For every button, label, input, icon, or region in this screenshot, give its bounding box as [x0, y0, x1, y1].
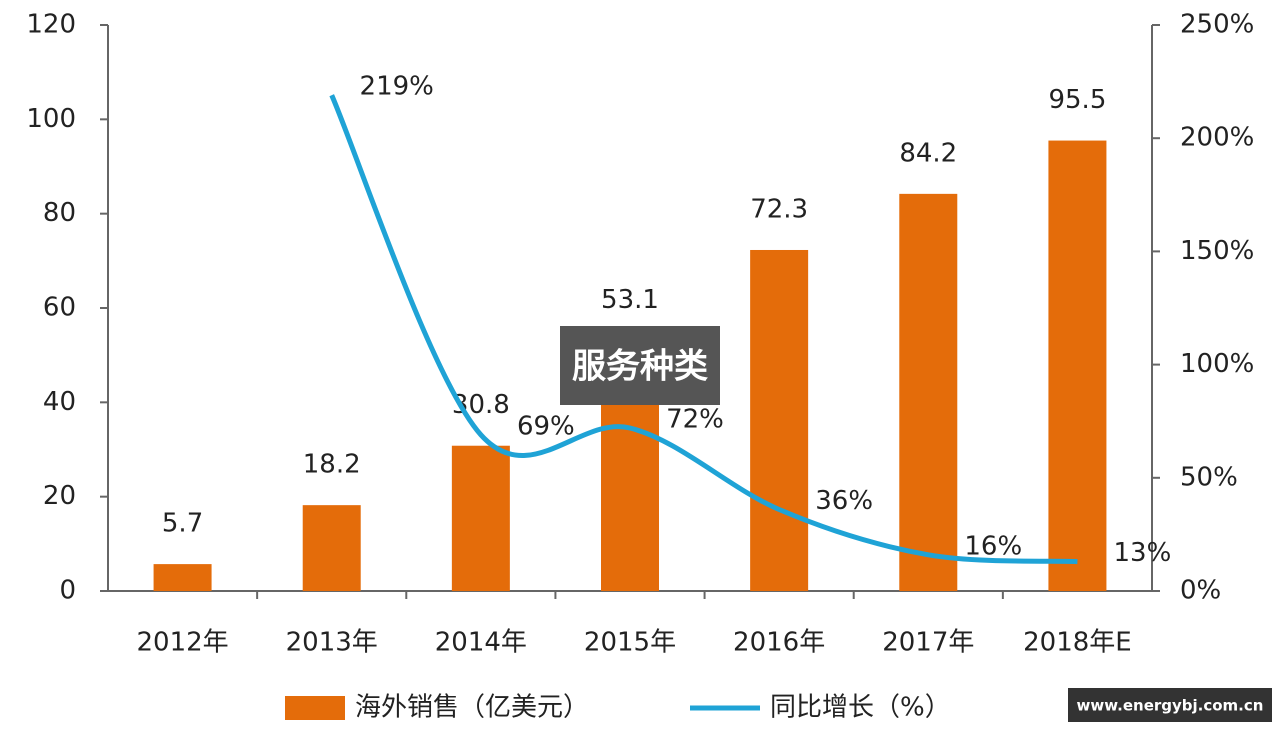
x-tick-label: 2015年 [584, 628, 676, 658]
line-value-label: 219% [360, 72, 434, 102]
legend-swatch [285, 696, 345, 720]
y-tick-label: 40 [43, 387, 76, 417]
y2-tick-label: 250% [1180, 10, 1254, 40]
bar-value-label: 18.2 [303, 450, 361, 480]
bar [1048, 140, 1107, 591]
y-tick-label: 80 [43, 198, 76, 228]
y-tick-label: 20 [43, 481, 76, 511]
x-tick-label: 2012年 [136, 628, 228, 658]
y-tick-label: 0 [59, 576, 76, 606]
line-value-label: 16% [964, 531, 1022, 561]
bar [899, 193, 958, 591]
y-tick-label: 100 [26, 104, 76, 134]
y2-tick-label: 50% [1180, 462, 1238, 492]
line-value-label: 69% [517, 411, 575, 441]
line-value-label: 13% [1114, 538, 1172, 568]
source-label: www.energybj.com.cn [1077, 697, 1264, 715]
y-tick-label: 120 [26, 10, 76, 40]
legend-label: 同比增长（%） [770, 693, 951, 723]
y2-tick-label: 150% [1180, 236, 1254, 266]
bar-value-label: 5.7 [162, 509, 203, 539]
line [329, 94, 1078, 565]
bar-value-label: 72.3 [750, 194, 808, 224]
overlay-label: 服务种类 [572, 347, 708, 387]
bar-value-label: 95.5 [1048, 85, 1106, 115]
legend-label: 海外销售（亿美元） [355, 693, 589, 723]
y2-tick-label: 100% [1180, 349, 1254, 379]
x-tick-label: 2014年 [435, 628, 527, 658]
bar-value-label: 53.1 [601, 285, 659, 315]
bar-value-label: 84.2 [899, 138, 957, 168]
x-tick-label: 2018年E [1023, 628, 1132, 658]
line-value-label: 72% [666, 404, 724, 434]
source-box [1068, 688, 1272, 722]
x-tick-label: 2016年 [733, 628, 825, 658]
bar [153, 564, 212, 591]
bar [451, 445, 510, 591]
bar [750, 249, 809, 592]
y2-tick-label: 0% [1180, 576, 1221, 606]
line-value-label: 36% [815, 486, 873, 516]
bar [302, 505, 361, 591]
overlay-box [560, 326, 720, 405]
y2-tick-label: 200% [1180, 123, 1254, 153]
x-tick-label: 2013年 [286, 628, 378, 658]
x-tick-label: 2017年 [882, 628, 974, 658]
y-tick-label: 60 [43, 293, 76, 323]
